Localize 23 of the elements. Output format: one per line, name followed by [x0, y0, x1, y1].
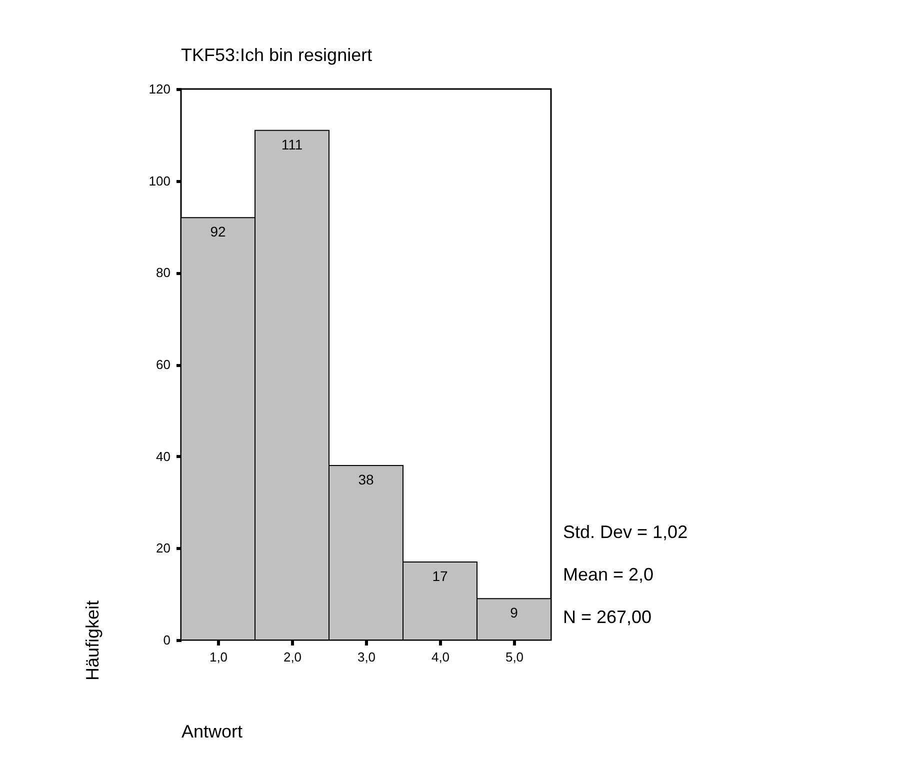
y-tick-label: 120: [148, 82, 170, 96]
text: Mean = 2,0: [563, 564, 654, 584]
data-label: 111: [281, 136, 303, 152]
y-tick-label: 100: [148, 173, 170, 188]
x-tick-label: 1,0: [209, 650, 228, 664]
x-tick-label: 5,0: [505, 650, 524, 664]
x-tick-label: 3,0: [357, 650, 376, 664]
x-tick-label: 4,0: [431, 650, 450, 664]
data-label: 9: [510, 604, 518, 621]
data-label: 92: [210, 224, 226, 240]
y-tick-label: 60: [156, 357, 170, 372]
y-tick-label: 80: [156, 265, 170, 280]
text: N = 267,00: [563, 607, 652, 627]
x-tick-label: 2,0: [283, 650, 302, 664]
y-tick-label: 0: [163, 632, 170, 648]
chart-title: TKF53:Ich bin resigniert: [181, 45, 372, 65]
x-axis-title: Antwort: [182, 722, 243, 742]
y-tick-label: 20: [156, 540, 170, 556]
text: Std. Dev = 1,02: [563, 522, 688, 542]
data-label: 17: [432, 568, 448, 584]
data-label: 38: [358, 472, 374, 488]
y-axis-title: Häufigkeit: [82, 600, 102, 680]
y-tick-label: 40: [156, 448, 170, 464]
